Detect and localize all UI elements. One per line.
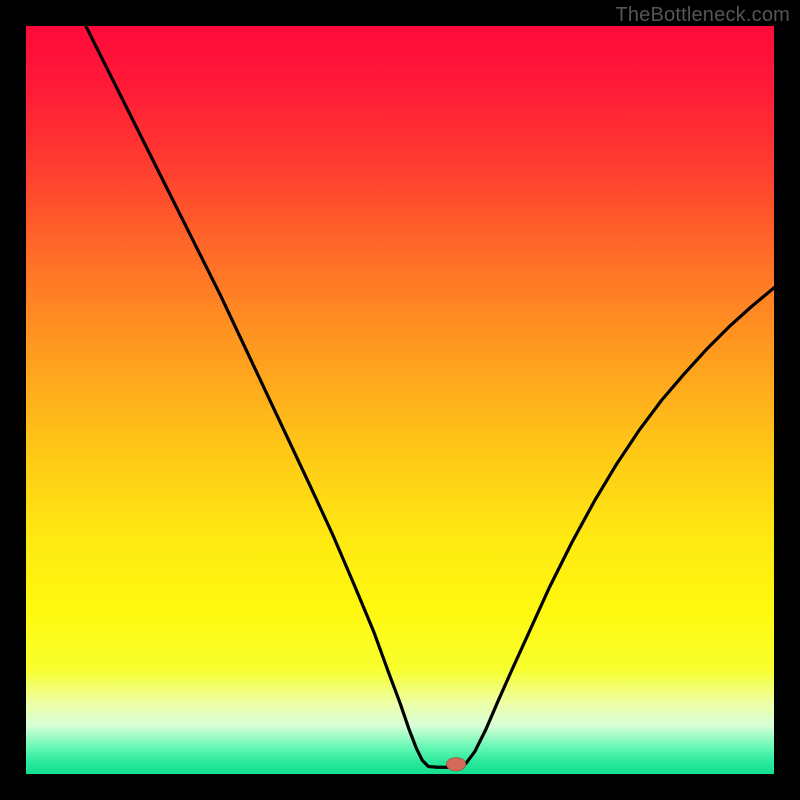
- chart-frame: TheBottleneck.com: [0, 0, 800, 800]
- watermark-text: TheBottleneck.com: [615, 4, 790, 27]
- bottleneck-chart-svg: [26, 26, 774, 774]
- minimum-marker: [446, 758, 465, 771]
- plot-area: [26, 26, 774, 774]
